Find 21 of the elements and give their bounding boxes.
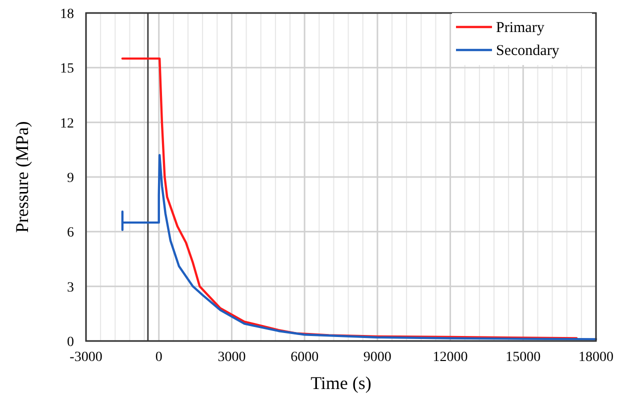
x-tick-label: -3000	[70, 350, 102, 365]
y-tick-label: 18	[60, 7, 74, 22]
x-tick-label: 18000	[578, 350, 614, 365]
y-tick-label: 0	[67, 335, 74, 350]
y-axis-title: Pressure (MPa)	[12, 121, 32, 233]
y-tick-label: 6	[67, 226, 74, 241]
x-tick-label: 6000	[290, 350, 319, 365]
x-tick-label: 0	[155, 350, 162, 365]
x-tick-label: 12000	[432, 350, 468, 365]
x-axis-title: Time (s)	[310, 373, 372, 393]
y-tick-label: 3	[67, 280, 74, 296]
x-tick-label: 9000	[363, 350, 392, 365]
y-tick-label: 9	[67, 171, 74, 186]
line-series	[121, 154, 598, 340]
legend-label: Secondary	[496, 43, 560, 59]
x-tick-label: 3000	[218, 350, 246, 365]
y-tick-label: 15	[60, 62, 74, 77]
x-tick-label: 15000	[506, 350, 541, 365]
line-series	[121, 57, 578, 340]
y-tick-label: 12	[60, 116, 74, 132]
legend-label: Primary	[496, 20, 545, 36]
